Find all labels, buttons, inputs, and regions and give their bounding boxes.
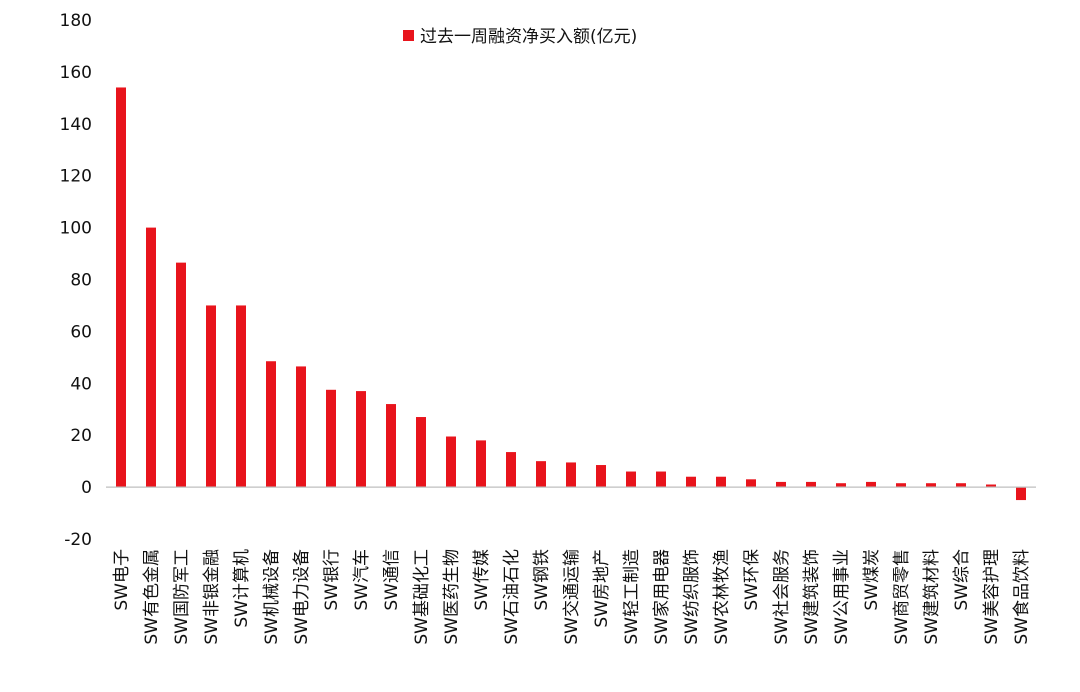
x-tick-label: SW美容护理 (982, 549, 1002, 645)
x-tick-label: SW非银金融 (202, 549, 222, 645)
bar (626, 471, 636, 488)
x-tick-label: SW医药生物 (442, 549, 462, 645)
legend: 过去一周融资净买入额(亿元) (403, 27, 637, 47)
bar (476, 440, 486, 488)
bar (776, 481, 786, 488)
bar (236, 305, 246, 488)
bar (686, 476, 696, 488)
bar (746, 479, 756, 488)
bar (806, 481, 816, 488)
y-tick-label: 60 (70, 322, 92, 342)
bar (536, 461, 546, 488)
bar (896, 483, 906, 488)
legend-swatch (403, 30, 414, 41)
x-tick-label: SW建筑装饰 (802, 549, 822, 645)
x-tick-label: SW纺织服饰 (682, 549, 702, 645)
bar (386, 404, 396, 488)
y-tick-label: 0 (81, 478, 92, 498)
x-tick-label: SW家用电器 (652, 549, 672, 645)
x-tick-label: SW计算机 (232, 549, 252, 628)
x-tick-label: SW国防军工 (172, 549, 192, 645)
bar (146, 227, 156, 488)
x-tick-label: SW电子 (112, 549, 132, 611)
x-tick-label: SW汽车 (352, 549, 372, 611)
bar (926, 483, 936, 488)
x-tick-label: SW公用事业 (832, 549, 852, 645)
x-tick-label: SW通信 (382, 549, 402, 611)
bar (506, 452, 516, 488)
bar (656, 471, 666, 488)
x-tick-label: SW建筑材料 (922, 549, 942, 645)
x-tick-label: SW钢铁 (532, 549, 552, 611)
y-tick-label: 160 (60, 63, 92, 83)
y-tick-label: 20 (70, 426, 92, 446)
x-tick-label: SW电力设备 (292, 549, 312, 645)
y-tick-label: -20 (64, 530, 92, 550)
y-tick-label: 180 (60, 11, 92, 31)
bar (956, 483, 966, 488)
x-tick-label: SW机械设备 (262, 549, 282, 645)
x-tick-label: SW有色金属 (142, 549, 162, 645)
y-tick-label: 120 (60, 167, 92, 187)
bar (566, 462, 576, 488)
bar (866, 481, 876, 488)
bar (446, 436, 456, 488)
x-tick-label: SW社会服务 (772, 549, 792, 645)
bar (986, 484, 996, 488)
x-tick-label: SW农林牧渔 (712, 549, 732, 645)
x-tick-label: SW综合 (952, 549, 972, 611)
bar (116, 87, 126, 488)
y-tick-label: 80 (70, 271, 92, 291)
bar (1016, 487, 1026, 501)
x-axis-labels: SW电子 SW有色金属 SW国防军工 SW非银金融 SW计算机 SW机械设备 SW电力设备 S… (112, 549, 1032, 645)
y-axis-ticks: -20 0 20 40 60 80 100 120 140 160 180 (60, 11, 92, 550)
y-tick-label: 100 (60, 219, 92, 239)
x-tick-label: SW轻工制造 (622, 549, 642, 645)
x-tick-label: SW石油石化 (502, 549, 522, 645)
legend-label: 过去一周融资净买入额(亿元) (420, 27, 637, 47)
x-tick-label: SW银行 (322, 549, 342, 611)
bar (596, 465, 606, 488)
x-tick-label: SW房地产 (592, 549, 612, 628)
x-tick-label: SW煤炭 (862, 549, 882, 611)
y-tick-label: 40 (70, 374, 92, 394)
x-tick-label: SW食品饮料 (1012, 549, 1032, 645)
x-tick-label: SW基础化工 (412, 549, 432, 645)
bar (416, 417, 426, 488)
bar (716, 476, 726, 488)
bars (116, 87, 1026, 501)
x-tick-label: SW传媒 (472, 549, 492, 611)
x-tick-label: SW交通运输 (562, 549, 582, 645)
bar (206, 305, 216, 488)
x-tick-label: SW商贸零售 (892, 549, 912, 645)
bar (326, 389, 336, 488)
y-tick-label: 140 (60, 115, 92, 135)
bar (266, 361, 276, 488)
bar (836, 483, 846, 488)
x-tick-label: SW环保 (742, 549, 762, 611)
bar (176, 262, 186, 488)
bar (296, 366, 306, 488)
bar (356, 391, 366, 488)
